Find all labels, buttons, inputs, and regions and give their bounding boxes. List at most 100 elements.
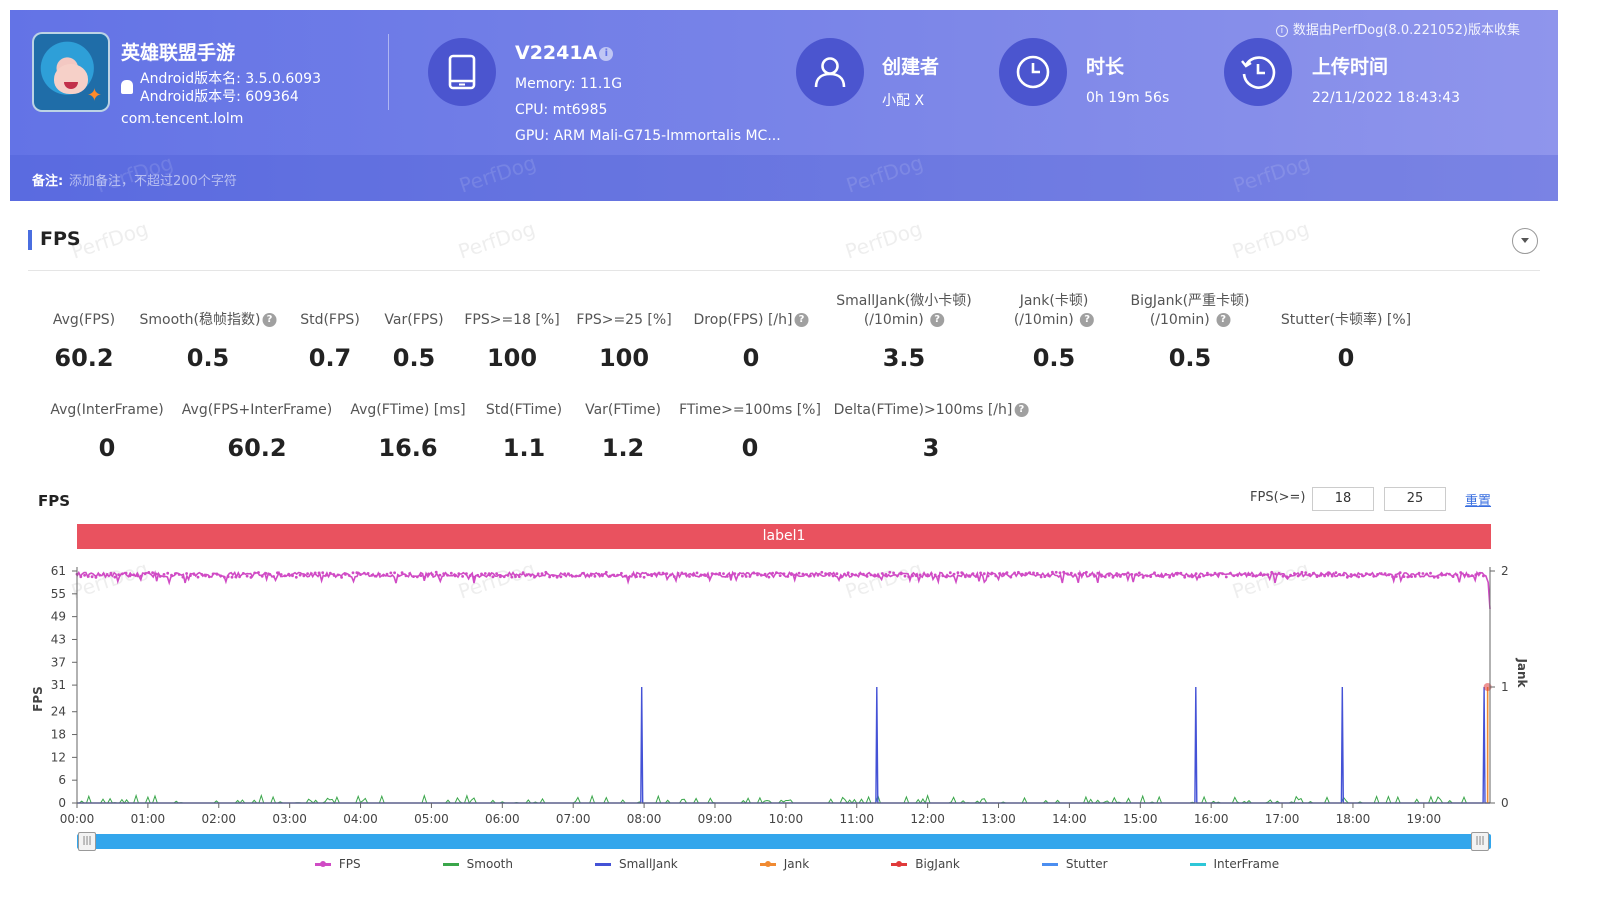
zoom-slider-left-handle[interactable]: |||: [78, 832, 96, 851]
fps-point: [688, 575, 691, 578]
fps-point: [1236, 573, 1239, 577]
fps-point: [684, 572, 688, 576]
remark-input[interactable]: 添加备注，不超过200个字符: [69, 174, 237, 189]
fps-point: [582, 572, 585, 575]
fps-point: [1081, 573, 1084, 576]
legend-item-bigjank[interactable]: BigJank: [831, 857, 960, 871]
legend-swatch: [594, 862, 611, 866]
fps-point: [276, 571, 279, 575]
fps-point: [710, 572, 714, 575]
threshold-input-1[interactable]: 18: [1312, 487, 1374, 511]
fps-point: [257, 571, 260, 574]
fps-point: [896, 574, 899, 578]
legend-swatch: [1189, 862, 1206, 866]
legend-item-fps[interactable]: FPS: [314, 857, 361, 871]
fps-point: [476, 573, 480, 577]
fps-point: [778, 574, 782, 577]
fps-point: [899, 571, 903, 575]
fps-point: [264, 572, 268, 575]
legend-item-smooth[interactable]: Smooth: [383, 857, 513, 871]
fps-point: [465, 572, 468, 575]
fps-point: [843, 572, 846, 576]
fps-point: [249, 576, 253, 579]
zoom-slider-track[interactable]: [77, 834, 1491, 849]
fps-point: [578, 574, 582, 577]
fps-point: [1017, 570, 1020, 574]
legend-swatch: [442, 862, 459, 866]
fps-point: [1315, 575, 1319, 578]
stat-big-jank: BigJank(严重卡顿) (/10min) ? 0.5: [1130, 293, 1250, 372]
fps-point: [1277, 572, 1281, 575]
remark-label: 备注:: [32, 174, 64, 189]
fps-point: [313, 571, 317, 575]
help-icon[interactable]: ?: [1216, 313, 1231, 327]
fps-point: [1141, 576, 1145, 579]
x-tick-label: 05:00: [414, 812, 449, 826]
y-tick-label: 37: [51, 655, 66, 669]
reset-link[interactable]: 重置: [1465, 494, 1492, 509]
fps-point: [514, 575, 517, 579]
help-icon[interactable]: ?: [930, 313, 945, 327]
collapse-button[interactable]: [1512, 228, 1538, 254]
fps-point: [1137, 571, 1141, 575]
stat-fps-ge-18: FPS>=18 [%] 100: [464, 312, 560, 372]
fps-point: [442, 572, 446, 576]
help-icon[interactable]: ?: [1014, 403, 1029, 417]
x-tick-label: 04:00: [343, 812, 378, 826]
fps-point: [1459, 571, 1463, 574]
threshold-input-2[interactable]: 25: [1384, 487, 1446, 511]
stat-delta-ftime: Delta(FTime)>100ms [/h]? 3: [834, 401, 1029, 462]
legend-item-stutter[interactable]: Stutter: [982, 857, 1108, 871]
fps-point: [786, 575, 790, 578]
fps-point: [990, 571, 994, 575]
fps-point: [850, 572, 854, 576]
fps-point: [1368, 573, 1372, 576]
fps-point: [204, 574, 207, 578]
fps-point: [1342, 573, 1345, 577]
fps-point: [1228, 572, 1232, 575]
fps-point: [1349, 573, 1353, 576]
fps-point: [1122, 573, 1126, 576]
fps-point: [1051, 570, 1054, 574]
fps-point: [1323, 574, 1326, 578]
fps-point: [109, 571, 113, 575]
x-tick-label: 07:00: [556, 812, 591, 826]
fps-point: [461, 575, 464, 578]
help-icon[interactable]: ?: [1080, 313, 1095, 327]
stat-avg-ftime: Avg(FTime) [ms] 16.6: [350, 402, 466, 462]
fps-point: [408, 572, 412, 575]
fps-point: [877, 574, 880, 578]
fps-point: [1417, 571, 1421, 575]
stat-avg-fps-interframe: Avg(FPS+InterFrame) 60.2: [181, 402, 333, 462]
help-icon[interactable]: ?: [262, 313, 277, 327]
segment-label-bar[interactable]: label1: [77, 524, 1491, 549]
zoom-slider-right-handle[interactable]: |||: [1471, 832, 1489, 851]
device-info-icon[interactable]: i: [599, 46, 614, 61]
stat-avg-fps: Avg(FPS) 60.2: [52, 312, 116, 372]
fps-point: [1251, 574, 1255, 578]
fps-point: [948, 571, 952, 575]
fps-point: [982, 572, 986, 576]
fps-point: [268, 573, 272, 576]
fps-point: [525, 573, 529, 577]
x-tick-label: 13:00: [981, 812, 1016, 826]
fps-point: [1470, 574, 1474, 577]
fps-point: [124, 571, 128, 575]
legend-item-smalljank[interactable]: SmallJank: [535, 857, 678, 871]
fps-point: [555, 575, 559, 579]
fps-point: [393, 571, 396, 575]
info-icon: i: [1275, 24, 1288, 37]
fps-point: [1300, 570, 1304, 574]
fps-point: [245, 574, 249, 578]
help-icon[interactable]: ?: [794, 313, 809, 327]
creator-title: 创建者: [882, 56, 940, 78]
user-icon: [796, 38, 864, 106]
x-tick-label: 00:00: [60, 812, 95, 826]
app-name: 英雄联盟手游: [121, 42, 236, 64]
fps-point: [1395, 575, 1398, 578]
legend-item-jank[interactable]: Jank: [700, 857, 809, 871]
legend-item-interframe[interactable]: InterFrame: [1130, 857, 1279, 871]
y-tick-label: 12: [51, 750, 66, 764]
data-source-note: i 数据由PerfDog(8.0.221052)版本收集: [1275, 19, 1520, 38]
